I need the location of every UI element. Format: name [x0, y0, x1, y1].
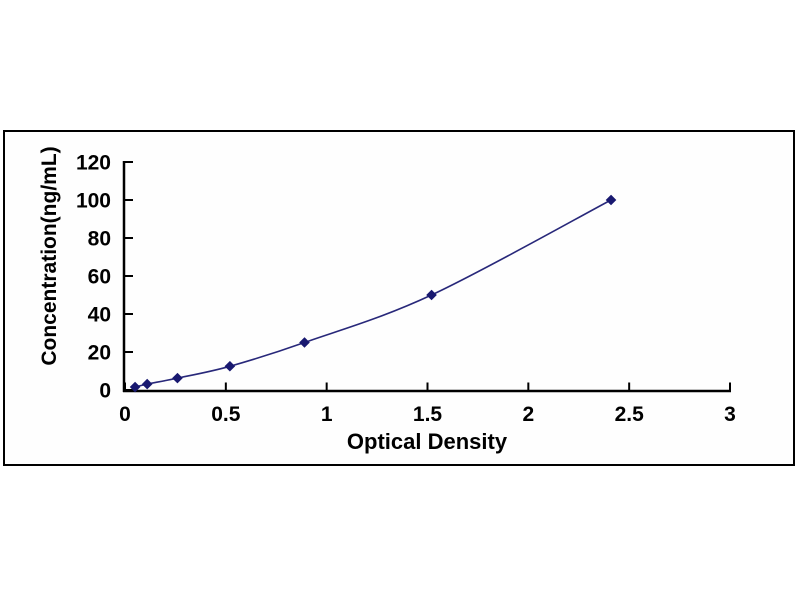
data-point-marker — [141, 378, 153, 390]
data-point-marker — [129, 381, 141, 393]
standard-curve-line — [134, 199, 612, 388]
data-point-marker — [172, 372, 183, 384]
y-axis-tick-label: 100 — [76, 190, 111, 213]
data-point-marker — [224, 360, 236, 372]
data-point-marker — [299, 337, 310, 348]
data-point-marker — [605, 194, 617, 206]
y-axis-tick-label: 80 — [88, 228, 111, 251]
x-axis-tick-label: 2.5 — [615, 403, 645, 426]
data-point-marker — [426, 289, 437, 301]
x-axis-tick-label: 1.5 — [413, 403, 443, 426]
x-axis-tick-label: 2 — [522, 403, 534, 426]
x-axis-tick-label: 0.5 — [211, 403, 241, 426]
y-axis-tick-label: 0 — [99, 380, 111, 403]
y-axis-tick-label: 120 — [76, 152, 111, 175]
x-axis-tick-label: 3 — [724, 403, 736, 426]
chart-border-frame — [3, 130, 795, 466]
y-axis-tick-label: 40 — [88, 304, 111, 327]
y-axis-tick-label: 20 — [88, 342, 111, 365]
x-axis-title: Optical Density — [346, 429, 508, 454]
y-axis-title: Concentration(ng/mL) — [38, 146, 61, 366]
x-axis-tick-label: 1 — [321, 403, 333, 426]
y-axis-tick-label: 60 — [88, 266, 111, 289]
x-axis-tick-label: 0 — [119, 403, 131, 426]
